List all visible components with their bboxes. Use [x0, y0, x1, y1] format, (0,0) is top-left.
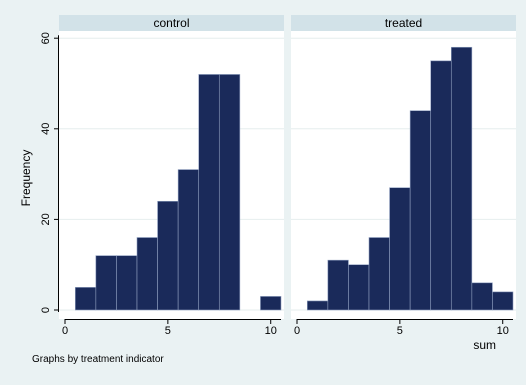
histogram-bar [157, 200, 179, 311]
panel-header-control [59, 15, 284, 31]
histogram-bar [327, 259, 349, 311]
histogram-bar [177, 169, 200, 311]
y-tick-label: 0 [40, 307, 52, 313]
histogram-bar [218, 74, 241, 311]
y-tick-label: 60 [40, 32, 52, 44]
histogram-bar [95, 255, 117, 311]
histogram-bar [198, 74, 220, 311]
y-tick-label: 20 [40, 213, 52, 225]
histogram-bar [492, 291, 514, 311]
histogram-bar [348, 264, 370, 311]
x-tick-label: 10 [265, 325, 277, 337]
histogram-bar [306, 300, 329, 311]
histogram-bar [116, 255, 138, 311]
histogram-bar [450, 46, 473, 311]
histogram-bar [389, 187, 411, 311]
panel-title-control: control [153, 16, 189, 30]
panel-header-treated [291, 15, 516, 31]
histogram-bar [368, 237, 390, 311]
panel-title-treated: treated [385, 16, 422, 30]
x-tick-label: 10 [497, 325, 509, 337]
x-tick-label: 0 [294, 325, 300, 337]
x-tick-label: 0 [62, 325, 68, 337]
x-tick-label: 5 [165, 325, 171, 337]
y-tick-label: 40 [40, 123, 52, 135]
histogram-bar [471, 282, 493, 311]
y-axis-label: Frequency [19, 150, 33, 207]
histogram-bar [74, 287, 97, 311]
footnote: Graphs by treatment indicator [32, 354, 164, 365]
histogram-bar [430, 60, 452, 311]
histogram-bar [136, 237, 158, 311]
histogram-bar [409, 110, 432, 311]
x-axis-label: sum [473, 338, 496, 352]
histogram-bar [260, 296, 282, 311]
x-tick-label: 5 [397, 325, 403, 337]
